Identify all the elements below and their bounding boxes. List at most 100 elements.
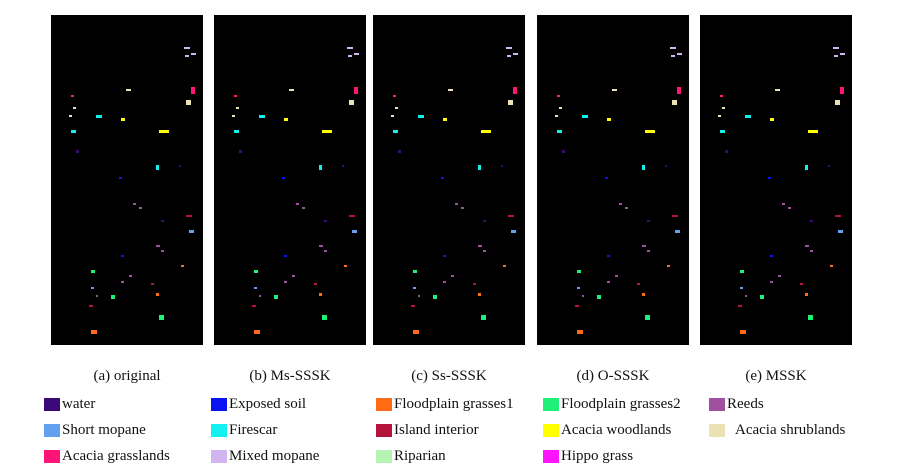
class-patch xyxy=(808,315,813,320)
class-patch xyxy=(625,207,628,209)
class-patch xyxy=(577,330,583,334)
class-patch xyxy=(284,281,287,283)
class-patch xyxy=(675,230,680,233)
class-patch xyxy=(133,203,136,205)
class-patch xyxy=(642,245,646,247)
class-patch xyxy=(473,283,476,285)
class-patch xyxy=(770,255,773,257)
class-patch xyxy=(810,220,813,222)
class-patch xyxy=(511,230,516,233)
class-patch xyxy=(91,270,95,273)
swatch-water xyxy=(44,397,60,411)
class-patch xyxy=(156,245,160,247)
class-patch xyxy=(740,270,744,273)
class-patch xyxy=(557,130,562,133)
class-patch xyxy=(582,115,588,118)
class-patch xyxy=(319,245,323,247)
class-patch xyxy=(645,130,655,133)
class-patch xyxy=(344,265,347,267)
class-patch xyxy=(788,207,791,209)
class-patch xyxy=(96,295,98,297)
class-patch xyxy=(254,287,257,289)
swatch-mixed-mopane xyxy=(211,449,227,463)
class-patch xyxy=(398,150,401,153)
class-patch xyxy=(483,250,486,252)
class-patch xyxy=(582,295,584,297)
class-patch xyxy=(607,255,610,257)
class-patch xyxy=(129,275,132,277)
class-patch xyxy=(296,203,299,205)
class-patch xyxy=(559,107,562,109)
class-patch xyxy=(637,283,640,285)
class-patch xyxy=(186,215,192,217)
swatch-short-mopane xyxy=(44,423,60,437)
swatch-island-interior xyxy=(376,423,392,437)
class-patch xyxy=(239,150,242,153)
class-patch xyxy=(186,100,191,105)
class-patch xyxy=(284,118,288,121)
class-patch xyxy=(508,215,514,217)
class-patch xyxy=(722,107,725,109)
class-patch xyxy=(838,230,843,233)
swatch-reeds xyxy=(709,397,725,411)
class-patch xyxy=(418,295,420,297)
class-patch xyxy=(179,165,181,167)
legend-item-reeds: Reeds xyxy=(709,394,764,414)
class-patch xyxy=(443,281,446,283)
class-patch xyxy=(805,245,809,247)
class-patch xyxy=(156,165,159,170)
class-patch xyxy=(418,115,424,118)
class-patch xyxy=(775,89,780,91)
class-patch xyxy=(413,287,416,289)
class-patch xyxy=(677,53,682,55)
class-patch xyxy=(672,100,677,105)
swatch-acacia-shrublands xyxy=(709,423,725,437)
legend-item-water: water xyxy=(44,394,95,414)
swatch-riparian xyxy=(376,449,392,463)
class-patch xyxy=(319,293,322,296)
class-patch xyxy=(259,115,265,118)
class-patch xyxy=(478,245,482,247)
class-patch xyxy=(91,330,97,334)
class-patch xyxy=(562,150,565,153)
class-patch xyxy=(73,107,76,109)
class-patch xyxy=(738,305,742,307)
class-patch xyxy=(835,100,840,105)
class-patch xyxy=(612,89,617,91)
class-patch xyxy=(151,283,154,285)
class-patch xyxy=(302,207,305,209)
class-patch xyxy=(393,95,396,97)
class-patch xyxy=(126,89,131,91)
class-patch xyxy=(808,130,818,133)
class-patch xyxy=(139,207,142,209)
class-patch xyxy=(322,130,332,133)
class-patch xyxy=(191,87,195,94)
class-patch xyxy=(810,250,813,252)
class-patch xyxy=(642,293,645,296)
class-patch xyxy=(96,115,102,118)
class-patch xyxy=(671,55,675,57)
class-patch xyxy=(833,47,839,49)
swatch-firescar xyxy=(211,423,227,437)
class-patch xyxy=(670,47,676,49)
class-patch xyxy=(393,130,398,133)
class-patch xyxy=(274,295,278,299)
class-patch xyxy=(411,305,415,307)
class-patch xyxy=(555,115,558,117)
class-patch xyxy=(395,107,398,109)
class-patch xyxy=(672,215,678,217)
class-patch xyxy=(69,115,72,117)
class-patch xyxy=(770,281,773,283)
class-patch xyxy=(156,293,159,296)
legend-item-floodplain-grasses1: Floodplain grasses1 xyxy=(376,394,514,414)
classification-map-original xyxy=(51,15,203,345)
swatch-hippo-grass xyxy=(543,449,559,463)
class-patch xyxy=(782,203,785,205)
class-patch xyxy=(605,177,608,179)
class-patch xyxy=(161,220,164,222)
swatch-acacia-woodlands xyxy=(543,423,559,437)
class-patch xyxy=(745,295,747,297)
class-patch xyxy=(557,95,560,97)
class-patch xyxy=(433,295,437,299)
class-patch xyxy=(349,215,355,217)
